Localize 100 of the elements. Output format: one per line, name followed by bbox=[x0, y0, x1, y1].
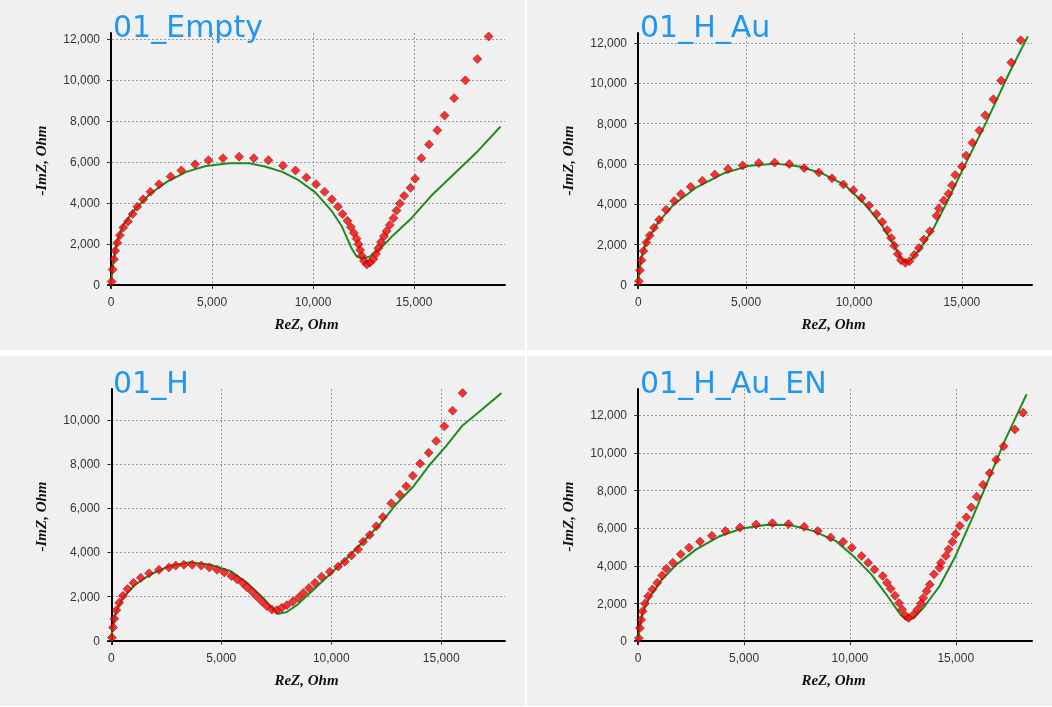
y-tick-label: 8,000 bbox=[596, 483, 628, 498]
y-tick-label: 6,000 bbox=[69, 501, 101, 516]
x-tick-label: 15,000 bbox=[937, 651, 975, 665]
y-tick-label: 12,000 bbox=[63, 32, 101, 47]
y-tick-label: 8,000 bbox=[69, 114, 101, 129]
point bbox=[358, 536, 368, 547]
point bbox=[423, 448, 434, 458]
point bbox=[138, 194, 148, 205]
point bbox=[376, 237, 386, 247]
point bbox=[122, 584, 133, 594]
point bbox=[812, 526, 823, 536]
y-tick-label: 2,000 bbox=[596, 596, 628, 611]
y-tick-label: 4,000 bbox=[596, 558, 628, 573]
point bbox=[257, 596, 267, 607]
chart-title: 01_Empty bbox=[113, 8, 263, 44]
point bbox=[381, 226, 392, 236]
chart-title: 01_H_Au_EN bbox=[640, 364, 827, 400]
point bbox=[342, 216, 353, 226]
point bbox=[925, 226, 935, 236]
point bbox=[636, 255, 647, 265]
point bbox=[439, 110, 450, 121]
point bbox=[108, 622, 118, 633]
point bbox=[1018, 407, 1028, 418]
point bbox=[298, 588, 309, 598]
point bbox=[661, 204, 671, 215]
point bbox=[641, 237, 652, 248]
point bbox=[319, 186, 330, 197]
point bbox=[218, 153, 228, 163]
point bbox=[203, 155, 214, 165]
point bbox=[856, 193, 867, 203]
point bbox=[885, 584, 896, 594]
point bbox=[346, 550, 357, 561]
point bbox=[107, 632, 117, 643]
point bbox=[827, 173, 837, 184]
y-tick-label: 8,000 bbox=[69, 457, 101, 472]
point bbox=[472, 54, 483, 64]
point bbox=[864, 200, 874, 211]
y-tick-label: 6,000 bbox=[596, 157, 628, 172]
y-tick-label: 0 bbox=[93, 277, 101, 292]
point bbox=[814, 167, 824, 178]
point bbox=[950, 529, 961, 539]
point bbox=[447, 405, 458, 416]
point bbox=[638, 246, 649, 256]
point bbox=[1010, 424, 1020, 435]
point bbox=[707, 530, 717, 541]
point bbox=[340, 556, 350, 567]
point bbox=[635, 265, 645, 276]
point bbox=[783, 519, 794, 529]
point bbox=[877, 217, 888, 227]
point bbox=[282, 600, 292, 610]
point bbox=[154, 179, 164, 189]
point bbox=[304, 583, 314, 593]
point bbox=[912, 604, 923, 615]
point bbox=[661, 563, 672, 574]
point bbox=[106, 276, 117, 287]
point bbox=[127, 209, 138, 219]
point bbox=[723, 164, 733, 174]
x-axis-title: ReZ, Ohm bbox=[273, 671, 339, 688]
x-tick-label: 5,000 bbox=[206, 651, 237, 665]
point bbox=[971, 491, 982, 502]
point bbox=[893, 249, 903, 259]
point bbox=[325, 567, 335, 577]
point bbox=[405, 183, 416, 193]
point bbox=[301, 172, 312, 183]
point bbox=[695, 536, 705, 547]
y-tick-label: 2,000 bbox=[596, 237, 628, 252]
point bbox=[991, 454, 1002, 465]
point bbox=[644, 230, 655, 241]
point bbox=[401, 481, 412, 492]
x-tick-label: 0 bbox=[107, 651, 115, 665]
point bbox=[196, 560, 207, 571]
y-tick-label: 0 bbox=[620, 634, 628, 649]
point bbox=[371, 521, 382, 532]
point bbox=[219, 567, 230, 578]
x-tick-label: 15,000 bbox=[943, 295, 981, 309]
x-tick-label: 10,000 bbox=[312, 651, 350, 665]
point bbox=[735, 522, 745, 533]
point bbox=[416, 153, 427, 163]
point bbox=[909, 250, 919, 260]
y-tick-label: 10,000 bbox=[63, 73, 101, 88]
point bbox=[931, 211, 942, 221]
point bbox=[869, 564, 880, 575]
point bbox=[980, 110, 990, 121]
x-tick-label: 15,000 bbox=[422, 651, 460, 665]
point bbox=[287, 596, 298, 607]
x-axis-title: ReZ, Ohm bbox=[273, 315, 339, 332]
point bbox=[278, 160, 288, 171]
point bbox=[634, 633, 644, 643]
point bbox=[232, 574, 242, 585]
point bbox=[943, 188, 954, 199]
point bbox=[996, 75, 1006, 86]
point bbox=[145, 186, 156, 197]
point bbox=[170, 560, 181, 571]
point bbox=[114, 597, 125, 608]
point bbox=[847, 542, 857, 553]
point bbox=[379, 231, 389, 241]
point bbox=[386, 498, 397, 509]
point bbox=[936, 557, 946, 568]
point bbox=[635, 623, 645, 633]
point bbox=[929, 569, 939, 580]
